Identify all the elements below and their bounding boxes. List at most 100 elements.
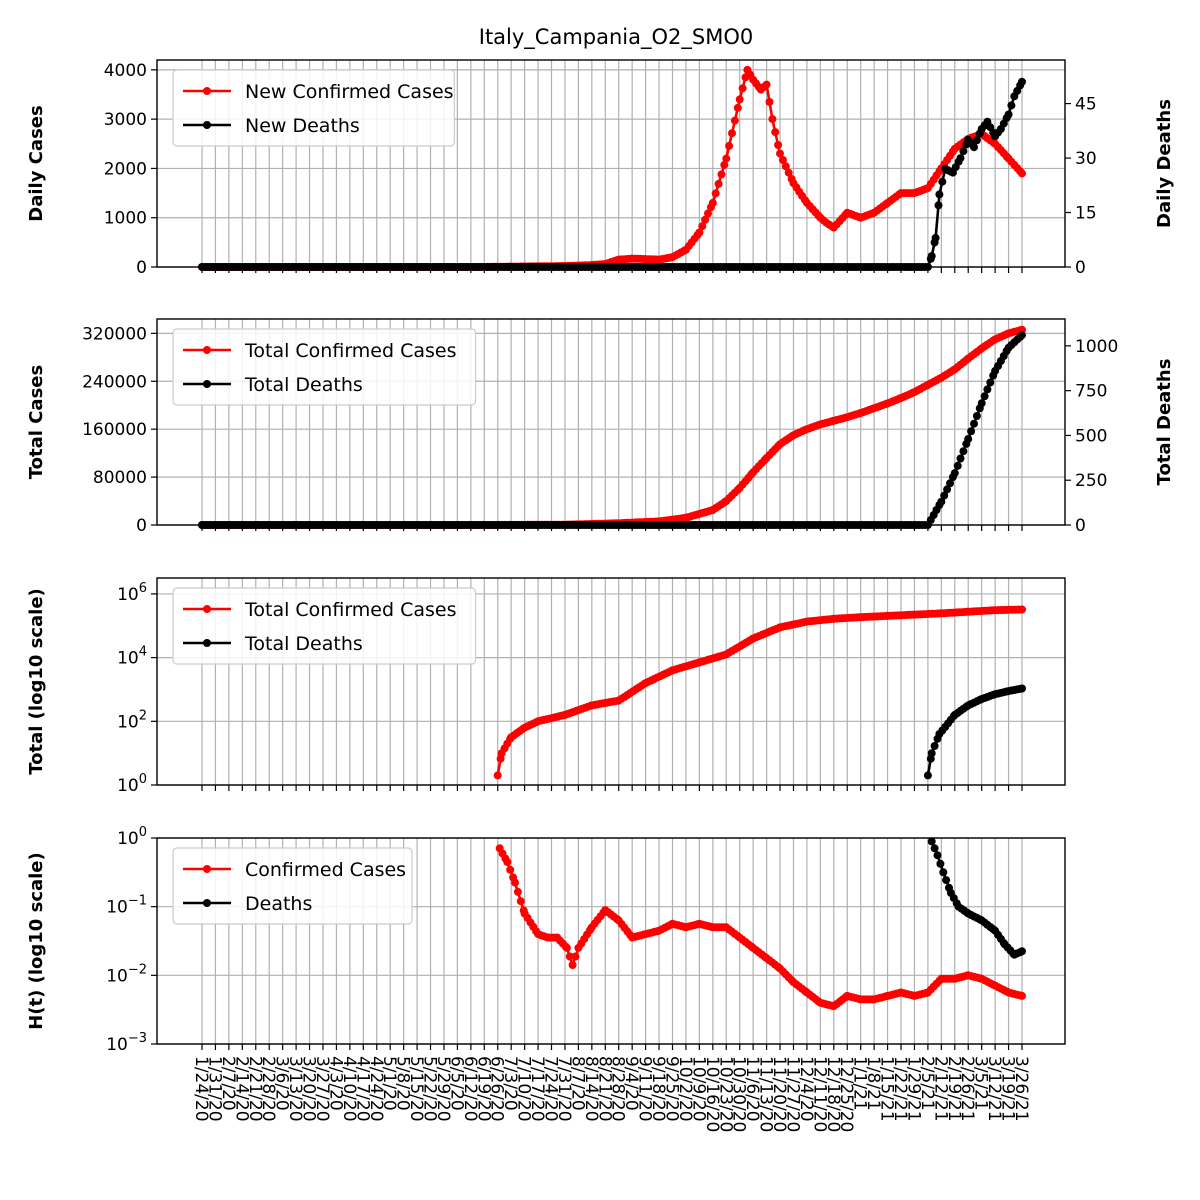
legend-marker xyxy=(203,87,211,95)
y-tick-label: 2000 xyxy=(104,159,147,179)
y-right-tick-label: 1000 xyxy=(1075,337,1118,357)
data-point xyxy=(959,447,968,456)
legend-box xyxy=(172,587,477,665)
legend-label: Total Deaths xyxy=(244,374,363,396)
y-right-tick-label: 45 xyxy=(1075,95,1097,115)
y-tick-label: 4000 xyxy=(104,61,147,81)
data-point xyxy=(698,222,707,231)
y-tick-label: 10−2 xyxy=(106,962,147,986)
y-axis-label: H(t) (log10 scale) xyxy=(26,852,47,1030)
data-point xyxy=(930,844,939,853)
x-tick-label: 2/12/21 xyxy=(930,1056,950,1122)
data-point xyxy=(774,141,783,149)
series-1 xyxy=(493,605,1026,780)
data-point xyxy=(1018,947,1026,956)
x-tick-label: 3/19/21 xyxy=(998,1056,1018,1122)
legend: Confirmed Cases Deaths xyxy=(172,847,413,925)
x-tick-label: 4/10/20 xyxy=(339,1056,359,1122)
data-point xyxy=(1018,684,1026,693)
legend-label: Total Confirmed Cases xyxy=(244,340,457,362)
x-tick-label: 2/7/20 xyxy=(218,1056,238,1111)
data-point xyxy=(771,128,780,137)
legend-marker xyxy=(203,121,211,129)
y-right-tick-label: 250 xyxy=(1075,471,1107,491)
legend-marker xyxy=(203,346,211,354)
x-tick-label: 2/14/20 xyxy=(231,1056,251,1122)
x-tick-label: 12/11/20 xyxy=(809,1056,829,1132)
data-point xyxy=(728,129,736,138)
data-point xyxy=(714,179,723,188)
y-axis-label: Daily Cases xyxy=(26,105,47,221)
x-tick-label: 2/21/20 xyxy=(245,1056,265,1122)
legend-box xyxy=(172,847,413,925)
data-point xyxy=(776,149,784,158)
plot-frame xyxy=(156,577,1066,786)
legend-marker xyxy=(203,865,211,873)
data-point xyxy=(493,771,502,780)
legend: New Confirmed Cases New Deaths xyxy=(172,69,455,147)
plot-frame xyxy=(156,59,1066,268)
x-tick-label: 11/13/20 xyxy=(756,1056,776,1132)
x-tick-label: 9/25/20 xyxy=(661,1056,681,1122)
y-tick-label: 320000 xyxy=(82,324,147,344)
x-tick-label: 12/25/20 xyxy=(836,1056,856,1132)
x-tick-label: 11/27/20 xyxy=(782,1056,802,1132)
x-tick-label: 10/16/20 xyxy=(702,1056,722,1132)
x-tick-label: 9/18/20 xyxy=(648,1056,668,1122)
y-tick-label: 104 xyxy=(117,645,147,669)
x-axis-date-labels: 1/24/201/31/202/7/202/14/202/21/202/28/2… xyxy=(191,1056,1031,1132)
data-point xyxy=(934,201,943,210)
data-point xyxy=(967,427,976,436)
x-tick-label: 1/31/20 xyxy=(204,1056,224,1122)
y-right-tick-label: 30 xyxy=(1075,149,1097,169)
data-point xyxy=(959,147,968,156)
data-point xyxy=(735,95,744,104)
data-point xyxy=(565,952,574,961)
plot-frame xyxy=(156,837,1066,1045)
x-tick-label: 7/3/20 xyxy=(500,1056,520,1111)
legend-label: Confirmed Cases xyxy=(245,859,406,881)
x-tick-label: 2/28/20 xyxy=(258,1056,278,1122)
data-point xyxy=(1018,991,1026,1000)
data-point xyxy=(738,84,747,93)
x-tick-label: 3/13/20 xyxy=(285,1056,305,1122)
legend-label: Total Deaths xyxy=(244,633,363,655)
x-tick-label: 4/17/20 xyxy=(352,1056,372,1122)
data-point xyxy=(1018,605,1026,614)
panel-1: 0 1000 2000 3000 4000 0 15 30 45 Daily Cases Daily… xyxy=(26,59,1175,278)
data-point xyxy=(946,479,954,488)
x-tick-label: 8/7/20 xyxy=(567,1056,587,1111)
chart-title: Italy_Campania_O2_SMO0 xyxy=(479,25,754,50)
y-tick-label: 80000 xyxy=(93,468,147,488)
data-point xyxy=(720,160,729,169)
data-point xyxy=(762,80,771,89)
x-tick-label: 1/8/21 xyxy=(863,1056,883,1111)
data-point xyxy=(725,141,734,150)
legend-label: Total Confirmed Cases xyxy=(244,599,457,621)
data-point xyxy=(562,943,571,952)
x-tick-label: 6/19/20 xyxy=(473,1056,493,1122)
x-tick-label: 12/4/20 xyxy=(796,1056,816,1122)
x-tick-label: 4/24/20 xyxy=(366,1056,386,1122)
data-point xyxy=(927,837,936,846)
x-tick-label: 7/17/20 xyxy=(527,1056,547,1122)
x-tick-label: 9/4/20 xyxy=(621,1056,641,1111)
x-tick-label: 7/31/20 xyxy=(554,1056,574,1122)
data-point xyxy=(513,887,522,896)
y-tick-label: 160000 xyxy=(82,420,147,440)
data-point xyxy=(711,189,720,198)
data-point xyxy=(964,435,973,443)
data-point xyxy=(956,454,965,463)
x-tick-label: 1/29/21 xyxy=(903,1056,923,1122)
x-tick-label: 1/22/21 xyxy=(890,1056,910,1122)
data-point xyxy=(722,154,731,163)
data-point xyxy=(953,461,962,470)
x-tick-label: 12/18/20 xyxy=(823,1056,843,1132)
data-point xyxy=(930,742,939,750)
x-tick-label: 3/20/20 xyxy=(299,1056,319,1122)
legend-label: Deaths xyxy=(245,893,312,915)
x-tick-label: 10/2/20 xyxy=(675,1056,695,1122)
data-point xyxy=(943,485,952,494)
data-point xyxy=(923,771,932,780)
